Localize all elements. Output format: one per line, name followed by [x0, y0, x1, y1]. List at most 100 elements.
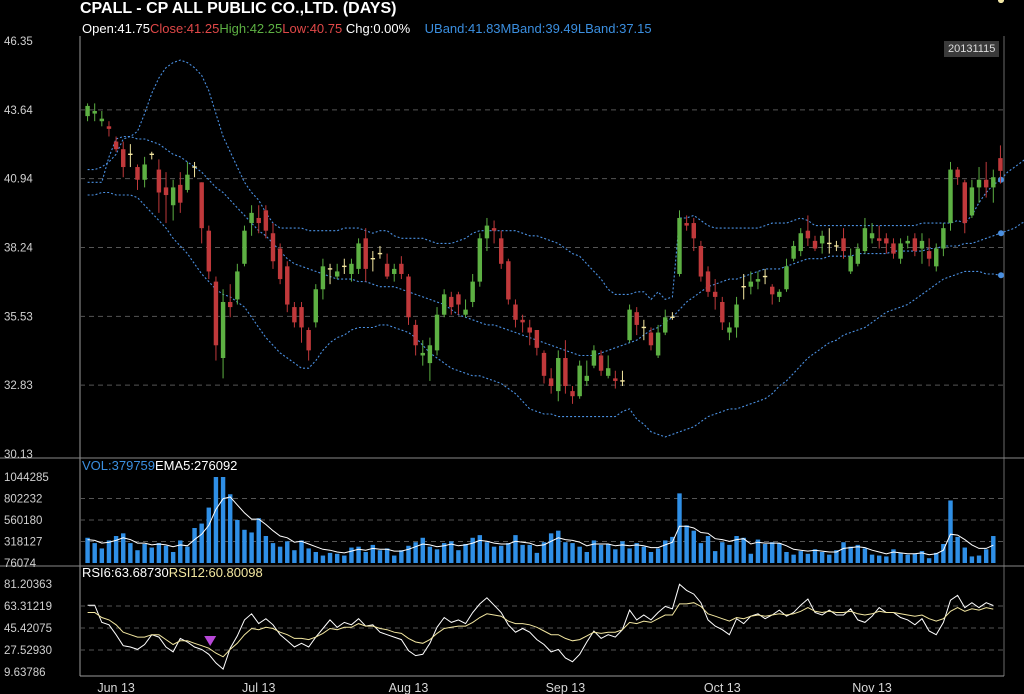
- rsi12-end-dot: [998, 0, 1004, 3]
- candle-body: [862, 228, 868, 252]
- volume-bar: [220, 477, 226, 563]
- candle-body: [983, 179, 989, 188]
- volume-bar: [620, 541, 625, 563]
- candle-body: [627, 309, 632, 341]
- volume-bar: [527, 544, 532, 563]
- volume-bar: [292, 550, 297, 563]
- volume-bar: [941, 543, 946, 563]
- candle-body: [392, 268, 397, 274]
- rsi-y-tick-label: 45.42075: [4, 623, 52, 635]
- volume-bar: [213, 477, 219, 563]
- volume-bar: [791, 554, 796, 563]
- volume-bar: [691, 530, 696, 563]
- candle-body: [163, 187, 169, 196]
- candle-body: [463, 309, 468, 315]
- candle-body: [199, 182, 204, 229]
- volume-bar: [577, 546, 582, 563]
- volume-bar: [934, 552, 939, 563]
- candle-body: [748, 281, 754, 287]
- volume-bar: [777, 543, 782, 563]
- volume-bar: [677, 493, 682, 563]
- volume-readout: VOL:379759EMA5:276092: [82, 458, 237, 473]
- candle-body: [449, 296, 454, 308]
- candle-body: [363, 238, 368, 269]
- candle-body: [898, 243, 903, 259]
- price-y-tick-label: 46.35: [4, 36, 33, 48]
- candle-body: [320, 266, 326, 290]
- candle-body: [962, 182, 967, 224]
- ohlc-readout: Open:41.75Close:41.25High:42.25Low:40.75…: [82, 21, 652, 36]
- candle-body: [869, 233, 875, 239]
- price-y-tick-label: 35.53: [4, 311, 33, 323]
- volume-bar: [306, 548, 311, 563]
- volume-bar: [178, 540, 183, 563]
- candle-body: [905, 240, 910, 244]
- volume-bar: [655, 548, 661, 563]
- candle-body: [570, 391, 575, 397]
- volume-bar: [135, 550, 140, 563]
- volume-bar: [848, 546, 853, 563]
- candle-body: [663, 317, 668, 333]
- volume-bar: [834, 550, 839, 563]
- candle-body: [727, 327, 732, 333]
- candle-body: [491, 228, 497, 231]
- volume-bar: [741, 537, 746, 563]
- candle-body: [934, 248, 939, 267]
- candle-body: [441, 294, 447, 315]
- volume-bar: [648, 551, 654, 563]
- candle-body: [991, 177, 996, 188]
- volume-y-tick-label: 560180: [4, 515, 42, 527]
- volume-bar: [962, 547, 967, 563]
- volume-bar: [926, 558, 932, 563]
- volume-bar: [627, 548, 632, 563]
- candle-body: [648, 332, 654, 346]
- volume-bar: [898, 552, 903, 563]
- volume-bar: [548, 533, 554, 563]
- candle-body: [798, 233, 803, 252]
- candle-body: [613, 378, 618, 381]
- candle-body: [185, 174, 190, 190]
- volume-value: VOL:379759: [82, 458, 156, 473]
- candle-body: [285, 266, 290, 305]
- candle-body: [142, 164, 147, 180]
- upper-band-end-dot: [998, 176, 1004, 183]
- candle-body: [220, 301, 226, 359]
- volume-bar: [584, 551, 590, 563]
- volume-bar: [805, 553, 811, 563]
- volume-bar: [170, 551, 176, 563]
- lower-band-end-dot: [998, 272, 1004, 279]
- candle-body: [805, 230, 811, 239]
- rsi-y-tick-label: 63.31219: [4, 601, 52, 613]
- signal-marker-icon: [204, 636, 217, 646]
- candle-body: [598, 355, 604, 371]
- volume-bar: [285, 541, 290, 563]
- x-tick-label: Jun 13: [97, 681, 135, 694]
- candle-body: [121, 149, 126, 168]
- candle-body: [156, 169, 162, 193]
- volume-bar: [884, 556, 889, 563]
- price-y-tick-label: 40.94: [4, 174, 33, 186]
- candle-body: [605, 368, 611, 376]
- volume-bar: [441, 543, 447, 563]
- candle-body: [926, 251, 932, 259]
- volume-bar: [92, 543, 97, 563]
- candle-body: [477, 238, 483, 282]
- volume-bar: [128, 543, 133, 563]
- candle-body: [998, 158, 1003, 171]
- candle-body: [420, 352, 425, 356]
- volume-bar: [720, 542, 725, 563]
- candle-body: [677, 217, 682, 274]
- candle-body: [591, 350, 597, 366]
- price-y-tick-label: 38.24: [4, 243, 33, 255]
- volume-bar: [363, 551, 368, 563]
- candle-body: [976, 179, 982, 188]
- candle-body: [556, 358, 561, 392]
- candle-body: [705, 271, 711, 292]
- candle-body: [684, 223, 689, 226]
- volume-bar: [770, 542, 775, 563]
- middle-band-value: MBand:39.49: [500, 21, 578, 36]
- rsi12-value: RSI12:60.80098: [168, 565, 263, 580]
- candle-body: [691, 223, 696, 239]
- candle-body: [306, 329, 311, 351]
